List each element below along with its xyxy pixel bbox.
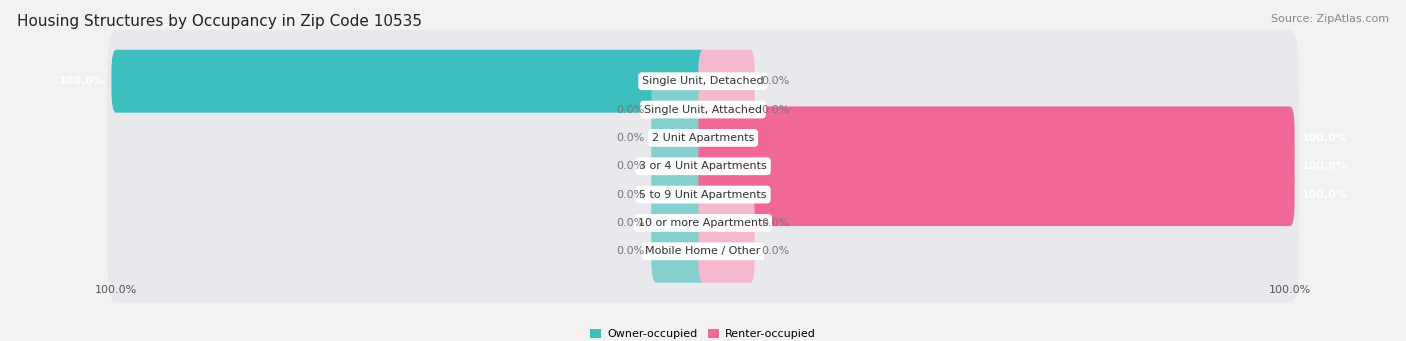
Text: 0.0%: 0.0%	[762, 76, 790, 86]
Text: 0.0%: 0.0%	[616, 246, 644, 256]
FancyBboxPatch shape	[107, 30, 1299, 133]
Text: 3 or 4 Unit Apartments: 3 or 4 Unit Apartments	[640, 161, 766, 171]
FancyBboxPatch shape	[107, 115, 1299, 218]
FancyBboxPatch shape	[699, 106, 1295, 169]
Text: 0.0%: 0.0%	[762, 105, 790, 115]
Text: 100.0%: 100.0%	[1302, 161, 1347, 171]
Text: 0.0%: 0.0%	[616, 133, 644, 143]
Text: Housing Structures by Occupancy in Zip Code 10535: Housing Structures by Occupancy in Zip C…	[17, 14, 422, 29]
FancyBboxPatch shape	[107, 58, 1299, 161]
FancyBboxPatch shape	[699, 78, 755, 141]
Text: 0.0%: 0.0%	[616, 218, 644, 228]
FancyBboxPatch shape	[699, 50, 755, 113]
FancyBboxPatch shape	[699, 135, 1295, 198]
Text: 0.0%: 0.0%	[616, 161, 644, 171]
FancyBboxPatch shape	[651, 192, 707, 254]
Text: 0.0%: 0.0%	[616, 190, 644, 199]
Text: 0.0%: 0.0%	[762, 246, 790, 256]
Text: 10 or more Apartments: 10 or more Apartments	[638, 218, 768, 228]
Text: Source: ZipAtlas.com: Source: ZipAtlas.com	[1271, 14, 1389, 24]
FancyBboxPatch shape	[651, 220, 707, 283]
Text: 5 to 9 Unit Apartments: 5 to 9 Unit Apartments	[640, 190, 766, 199]
Legend: Owner-occupied, Renter-occupied: Owner-occupied, Renter-occupied	[586, 325, 820, 341]
Text: 2 Unit Apartments: 2 Unit Apartments	[652, 133, 754, 143]
FancyBboxPatch shape	[107, 87, 1299, 189]
Text: Single Unit, Detached: Single Unit, Detached	[643, 76, 763, 86]
FancyBboxPatch shape	[107, 172, 1299, 274]
Text: 0.0%: 0.0%	[762, 218, 790, 228]
FancyBboxPatch shape	[699, 192, 755, 254]
FancyBboxPatch shape	[651, 163, 707, 226]
FancyBboxPatch shape	[107, 200, 1299, 302]
FancyBboxPatch shape	[651, 78, 707, 141]
FancyBboxPatch shape	[699, 220, 755, 283]
Text: 100.0%: 100.0%	[1302, 133, 1347, 143]
FancyBboxPatch shape	[111, 50, 707, 113]
FancyBboxPatch shape	[651, 135, 707, 198]
Text: Mobile Home / Other: Mobile Home / Other	[645, 246, 761, 256]
Text: 0.0%: 0.0%	[616, 105, 644, 115]
FancyBboxPatch shape	[651, 106, 707, 169]
Text: 100.0%: 100.0%	[59, 76, 104, 86]
FancyBboxPatch shape	[107, 143, 1299, 246]
FancyBboxPatch shape	[699, 163, 1295, 226]
Text: Single Unit, Attached: Single Unit, Attached	[644, 105, 762, 115]
Text: 100.0%: 100.0%	[1302, 190, 1347, 199]
